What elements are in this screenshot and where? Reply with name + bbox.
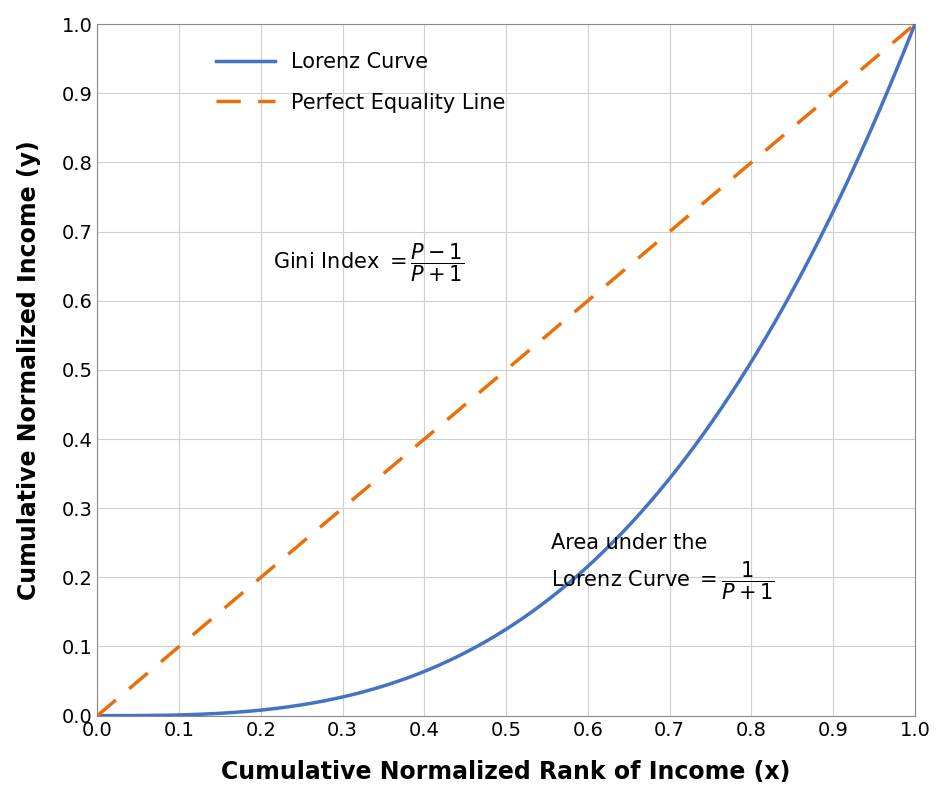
Legend: Lorenz Curve, Perfect Equality Line: Lorenz Curve, Perfect Equality Line [205, 42, 516, 123]
Y-axis label: Cumulative Normalized Income (y): Cumulative Normalized Income (y) [17, 140, 41, 600]
X-axis label: Cumulative Normalized Rank of Income (x): Cumulative Normalized Rank of Income (x) [222, 760, 791, 784]
Text: Lorenz Curve $= \dfrac{1}{P+1}$: Lorenz Curve $= \dfrac{1}{P+1}$ [551, 560, 775, 602]
Text: Area under the: Area under the [551, 533, 707, 553]
Text: Gini Index $= \dfrac{P-1}{P+1}$: Gini Index $= \dfrac{P-1}{P+1}$ [273, 241, 464, 284]
